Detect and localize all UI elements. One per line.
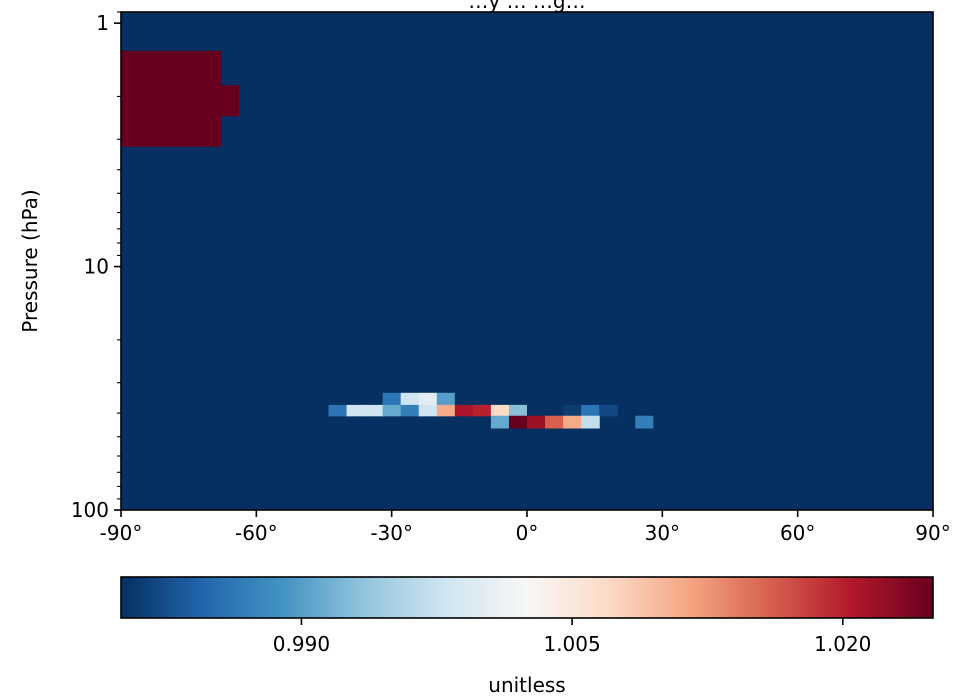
heatmap-cell — [508, 404, 528, 417]
heatmap-cell — [328, 404, 348, 417]
heatmap-cell — [581, 404, 600, 417]
x-tick-label: -30° — [370, 521, 413, 545]
heatmap-cell — [121, 50, 221, 147]
colorbar-tick-label: 1.005 — [543, 632, 600, 656]
heatmap-cell — [436, 392, 456, 406]
heatmap-cell — [220, 85, 239, 117]
y-axis-label: Pressure (hPa) — [18, 189, 42, 332]
heatmap-cell — [490, 415, 510, 429]
heatmap-cell — [563, 404, 582, 417]
heatmap-cell — [563, 415, 582, 429]
heatmap-cell — [418, 404, 438, 417]
heatmap-cell — [490, 404, 510, 417]
heatmap-cell — [527, 415, 546, 429]
heatmap-cell — [508, 415, 528, 429]
plot-area — [121, 12, 933, 510]
x-tick-label: 60° — [780, 521, 815, 545]
chart-title: …y … …g… — [468, 0, 585, 13]
heatmap-cell — [599, 404, 618, 417]
heatmap-cell — [418, 392, 438, 406]
heatmap-cell — [436, 404, 456, 417]
x-axis: -90° -60° -30° 0° 30° 60° 90° — [100, 510, 951, 545]
heatmap-cell — [400, 404, 420, 417]
heatmap-cell — [382, 392, 402, 406]
heatmap-cell — [454, 392, 474, 406]
y-tick-label: 1 — [96, 11, 109, 35]
heatmap-cell — [382, 404, 402, 417]
heatmap-cell — [581, 415, 600, 429]
heatmap-cell — [346, 404, 366, 417]
x-tick-label: 30° — [645, 521, 680, 545]
x-tick-label: -60° — [235, 521, 278, 545]
heatmap-cell — [545, 415, 564, 429]
colorbar: 0.990 1.005 1.020 unitless — [120, 576, 934, 697]
colorbar-label: unitless — [488, 673, 565, 697]
x-tick-label: 0° — [516, 521, 539, 545]
colorbar-tick-label: 0.990 — [273, 632, 330, 656]
x-tick-label: 90° — [915, 521, 950, 545]
y-tick-label: 10 — [84, 255, 109, 279]
heatmap-background — [121, 12, 933, 510]
y-tick-label: 100 — [71, 498, 109, 522]
colorbar-bar — [120, 576, 934, 619]
heatmap-cell — [400, 392, 420, 406]
heatmap-cell — [527, 404, 546, 417]
colorbar-ticks: 0.990 1.005 1.020 — [273, 618, 871, 656]
x-tick-label: -90° — [100, 521, 143, 545]
heatmap-cell — [653, 415, 672, 429]
colorbar-tick-label: 1.020 — [814, 632, 871, 656]
y-axis: 1 10 100 — [71, 11, 121, 522]
heatmap-cells — [121, 50, 672, 429]
heatmap-cell — [472, 404, 492, 417]
heatmap-cell — [454, 404, 474, 417]
heatmap-cell — [364, 404, 384, 417]
heatmap-cell — [635, 415, 654, 429]
